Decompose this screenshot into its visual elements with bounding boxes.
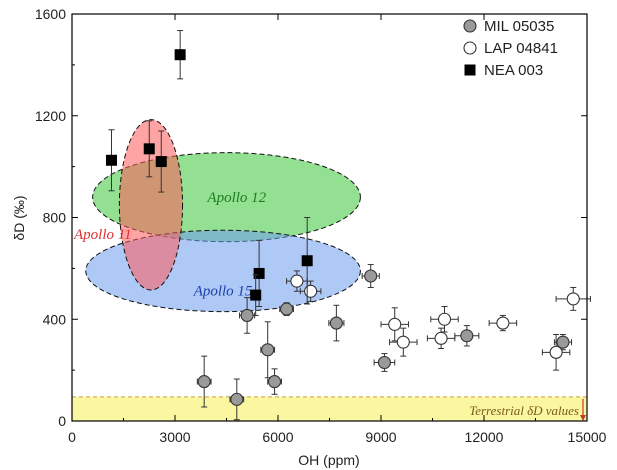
terrestrial-band: Terrestrial δD values	[72, 396, 587, 421]
y-tick-label: 400	[43, 311, 67, 327]
mil-05035-point	[240, 308, 254, 322]
x-axis-ticks: 0 3000 6000 9000 12000 15000	[68, 14, 607, 445]
mil-05035-point	[280, 302, 294, 316]
lap-04841-point	[290, 274, 304, 288]
x-tick-label: 6000	[262, 429, 293, 445]
nea-003-point	[143, 143, 155, 155]
mil-05035-point	[268, 375, 282, 389]
x-tick-label: 0	[68, 429, 76, 445]
legend-label-nea-003: NEA 003	[484, 62, 543, 79]
x-tick-label: 9000	[365, 429, 396, 445]
lap-04841-point	[496, 316, 510, 330]
mil-05035-point	[460, 329, 474, 343]
mil-05035-point	[230, 392, 244, 406]
nea-003-point	[105, 154, 117, 166]
terrestrial-arrowhead	[580, 415, 586, 421]
legend-label-lap-04841: LAP 04841	[484, 40, 558, 57]
terrestrial-band-label: Terrestrial δD values	[469, 403, 579, 418]
y-tick-label: 0	[58, 413, 66, 429]
mil-05035-point	[261, 343, 275, 357]
x-axis-title: OH (ppm)	[298, 452, 359, 468]
mil-05035-point	[364, 269, 378, 283]
nea-003-point	[253, 267, 265, 279]
y-axis-title: δD (‰)	[11, 195, 27, 240]
lap-04841-point	[388, 317, 402, 331]
mil-05035-point	[377, 355, 391, 370]
mil-05035-point	[197, 375, 211, 389]
y-tick-label: 800	[43, 210, 67, 226]
legend: MIL 05035 LAP 04841 NEA 003	[463, 18, 558, 79]
lap-04841-point	[304, 284, 318, 298]
nea-003-point	[301, 255, 313, 267]
apollo-12-label: Apollo 12	[206, 190, 266, 206]
legend-label-mil-05035: MIL 05035	[484, 18, 554, 35]
mil-05035-point	[556, 335, 570, 349]
terrestrial-band-fill	[72, 396, 587, 421]
nea-003-point	[174, 49, 186, 61]
legend-marker-mil-05035	[463, 19, 477, 33]
lap-04841-point	[549, 345, 563, 359]
lap-04841-point	[396, 335, 410, 349]
apollo-11-label: Apollo 11	[73, 227, 132, 243]
x-tick-label: 15000	[568, 429, 607, 445]
x-tick-label: 12000	[465, 429, 504, 445]
lap-04841-point	[437, 312, 452, 326]
y-axis-ticks: 0 400 800 1200 1600	[35, 6, 587, 429]
lap-04841-point	[566, 292, 580, 306]
legend-marker-nea-003	[464, 64, 476, 76]
y-tick-label: 1200	[35, 108, 66, 124]
nea-003-point	[155, 156, 167, 168]
data-points	[105, 30, 591, 421]
nea-003-point	[250, 289, 262, 301]
y-tick-label: 1600	[35, 6, 66, 22]
legend-marker-lap-04841	[463, 41, 477, 55]
apollo-regions: Apollo 12 Apollo 15 Apollo 11	[73, 119, 361, 313]
lap-04841-point	[434, 331, 448, 345]
x-tick-label: 3000	[159, 429, 190, 445]
mil-05035-point	[329, 316, 343, 330]
apollo-15-label: Apollo 15	[193, 283, 253, 299]
